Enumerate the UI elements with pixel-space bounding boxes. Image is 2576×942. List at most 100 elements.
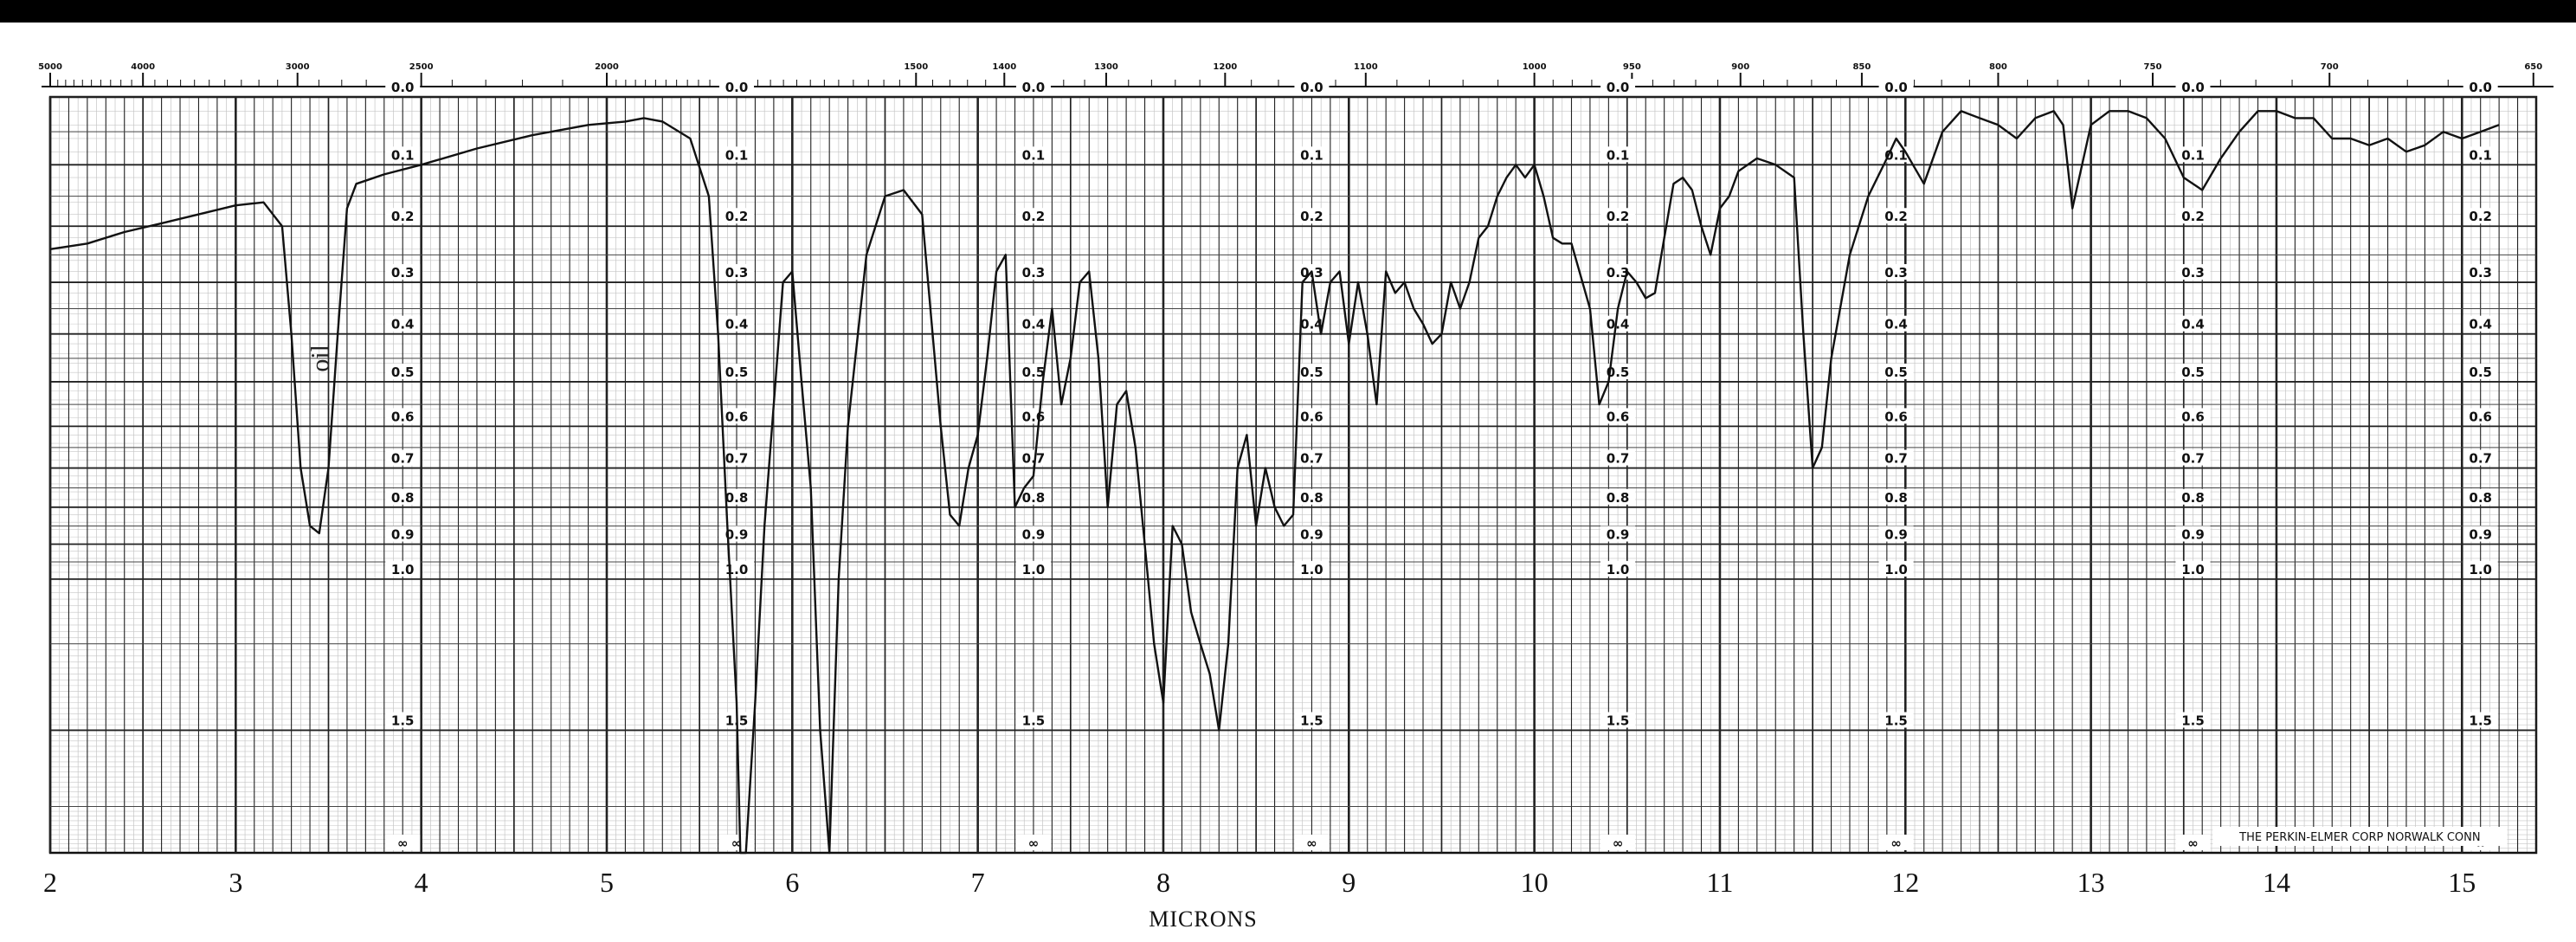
absorbance-label: 0.7	[1607, 451, 1630, 467]
absorbance-label: 0.8	[725, 490, 749, 506]
absorbance-label: ∞	[1306, 836, 1317, 851]
wavenumber-tick-label: 4000	[131, 62, 155, 72]
absorbance-label: 1.0	[1022, 562, 1046, 577]
absorbance-label: ∞	[2187, 836, 2199, 851]
absorbance-label: 0.3	[1022, 265, 1046, 281]
absorbance-label: 0.5	[1300, 365, 1323, 380]
absorbance-label: 0.7	[391, 451, 415, 467]
absorbance-label: 0.0	[1022, 80, 1046, 95]
absorbance-label: 0.9	[391, 526, 415, 542]
absorbance-label: 0.2	[1884, 209, 1908, 224]
absorbance-label: 0.5	[1022, 365, 1046, 380]
absorbance-label: 0.0	[725, 80, 749, 95]
absorbance-label: 1.5	[2181, 713, 2205, 728]
absorbance-label: 0.4	[2181, 317, 2205, 332]
absorbance-label: 0.9	[1300, 526, 1323, 542]
absorbance-label: 0.2	[725, 209, 749, 224]
wavenumber-tick-label: 1500	[904, 62, 928, 72]
absorbance-label: 0.3	[1884, 265, 1908, 281]
handwritten-annotation: oil	[306, 345, 334, 372]
absorbance-label: ∞	[1613, 836, 1624, 851]
absorbance-label: 0.7	[1884, 451, 1908, 467]
wavenumber-tick-label: 700	[2321, 62, 2339, 72]
absorbance-label: 1.5	[2469, 713, 2492, 728]
absorbance-label: 1.0	[2181, 562, 2205, 577]
absorbance-label: 0.4	[1022, 317, 1046, 332]
absorbance-label: 0.8	[1300, 490, 1323, 506]
absorbance-label: 0.1	[1300, 147, 1323, 163]
micron-tick-label: 3	[229, 867, 242, 898]
micron-tick-label: 11	[1707, 867, 1734, 898]
absorbance-label: 0.6	[1884, 409, 1908, 424]
absorbance-label: 0.7	[1022, 451, 1046, 467]
absorbance-label: 0.0	[2181, 80, 2205, 95]
absorbance-label: 0.1	[725, 147, 749, 163]
absorbance-label: ∞	[1028, 836, 1040, 851]
micron-tick-label: 8	[1156, 867, 1170, 898]
absorbance-label: 1.0	[2469, 562, 2492, 577]
absorbance-label: 0.5	[2181, 365, 2205, 380]
absorbance-label: ∞	[397, 836, 409, 851]
absorbance-label: 1.5	[391, 713, 415, 728]
absorbance-label: 0.6	[391, 409, 415, 424]
absorbance-label: 0.3	[2181, 265, 2205, 281]
absorbance-label: 0.4	[1300, 317, 1323, 332]
micron-tick-label: 4	[415, 867, 428, 898]
absorbance-label: 0.0	[1607, 80, 1630, 95]
wavenumber-tick-label: 750	[2144, 62, 2162, 72]
micron-tick-label: 9	[1342, 867, 1356, 898]
absorbance-label: 0.9	[2469, 526, 2492, 542]
micron-tick-label: 14	[2263, 867, 2290, 898]
micron-tick-label: 6	[785, 867, 799, 898]
absorbance-label: 0.2	[2469, 209, 2492, 224]
absorbance-label: 0.0	[1884, 80, 1908, 95]
absorbance-label: ∞	[1890, 836, 1902, 851]
major-grid	[48, 95, 2538, 855]
micron-tick-label: 7	[971, 867, 985, 898]
absorbance-label: 0.1	[1022, 147, 1046, 163]
wavenumber-tick-label: 1400	[992, 62, 1016, 72]
absorbance-label: 1.5	[1884, 713, 1908, 728]
absorbance-label: 0.5	[725, 365, 749, 380]
micron-tick-label: 10	[1521, 867, 1549, 898]
absorbance-label: 0.6	[2181, 409, 2205, 424]
wavenumber-tick-label: 2500	[409, 62, 434, 72]
absorbance-label: 1.0	[1884, 562, 1908, 577]
absorbance-label: 0.5	[2469, 365, 2492, 380]
wavenumber-tick-label: 650	[2524, 62, 2542, 72]
absorbance-label: 0.0	[1300, 80, 1323, 95]
absorbance-label: 0.4	[725, 317, 749, 332]
absorbance-label: 0.8	[2469, 490, 2492, 506]
absorbance-label: 0.0	[2469, 80, 2492, 95]
absorbance-labels: 0.0 0.1 0.2 0.3 0.4 0.5 0.6 0.7 0.8 0.9 1.0 1.5 ∞ 0.0…	[385, 79, 2498, 851]
annotations: oil THE PERKIN-ELMER CORP NORWALK CONN	[306, 345, 2508, 846]
absorbance-label: 0.7	[2469, 451, 2492, 467]
top-black-bar	[0, 0, 2576, 23]
absorbance-label: 0.2	[1607, 209, 1630, 224]
wavenumber-tick-label: 1100	[1354, 62, 1378, 72]
absorbance-label: 0.1	[391, 147, 415, 163]
x-axis-label: MICRONS	[1149, 907, 1257, 932]
absorbance-label: 0.2	[1022, 209, 1046, 224]
wavenumber-tick-label: 850	[1852, 62, 1871, 72]
wavenumber-tick-label: 3000	[286, 62, 310, 72]
micron-tick-label: 2	[43, 867, 57, 898]
absorbance-label: 1.5	[1300, 713, 1323, 728]
absorbance-label: 1.5	[1022, 713, 1046, 728]
wavenumber-tick-label: 5000	[38, 62, 62, 72]
absorbance-label: 0.9	[1022, 526, 1046, 542]
absorbance-label: 1.5	[1607, 713, 1630, 728]
absorbance-label: 0.3	[391, 265, 415, 281]
absorbance-label: 0.8	[1884, 490, 1908, 506]
absorbance-label: 1.0	[391, 562, 415, 577]
absorbance-label: 0.2	[1300, 209, 1323, 224]
absorbance-label: 0.5	[1884, 365, 1908, 380]
publisher-credit: THE PERKIN-ELMER CORP NORWALK CONN	[2238, 831, 2480, 844]
absorbance-label: 1.0	[1607, 562, 1630, 577]
wavenumber-tick-label: 1300	[1094, 62, 1118, 72]
wavenumber-tick-label: 950	[1623, 62, 1641, 72]
micron-tick-label: 15	[2448, 867, 2476, 898]
micron-tick-label: 13	[2077, 867, 2105, 898]
absorbance-label: 0.7	[1300, 451, 1323, 467]
micron-tick-label: 12	[1891, 867, 1919, 898]
